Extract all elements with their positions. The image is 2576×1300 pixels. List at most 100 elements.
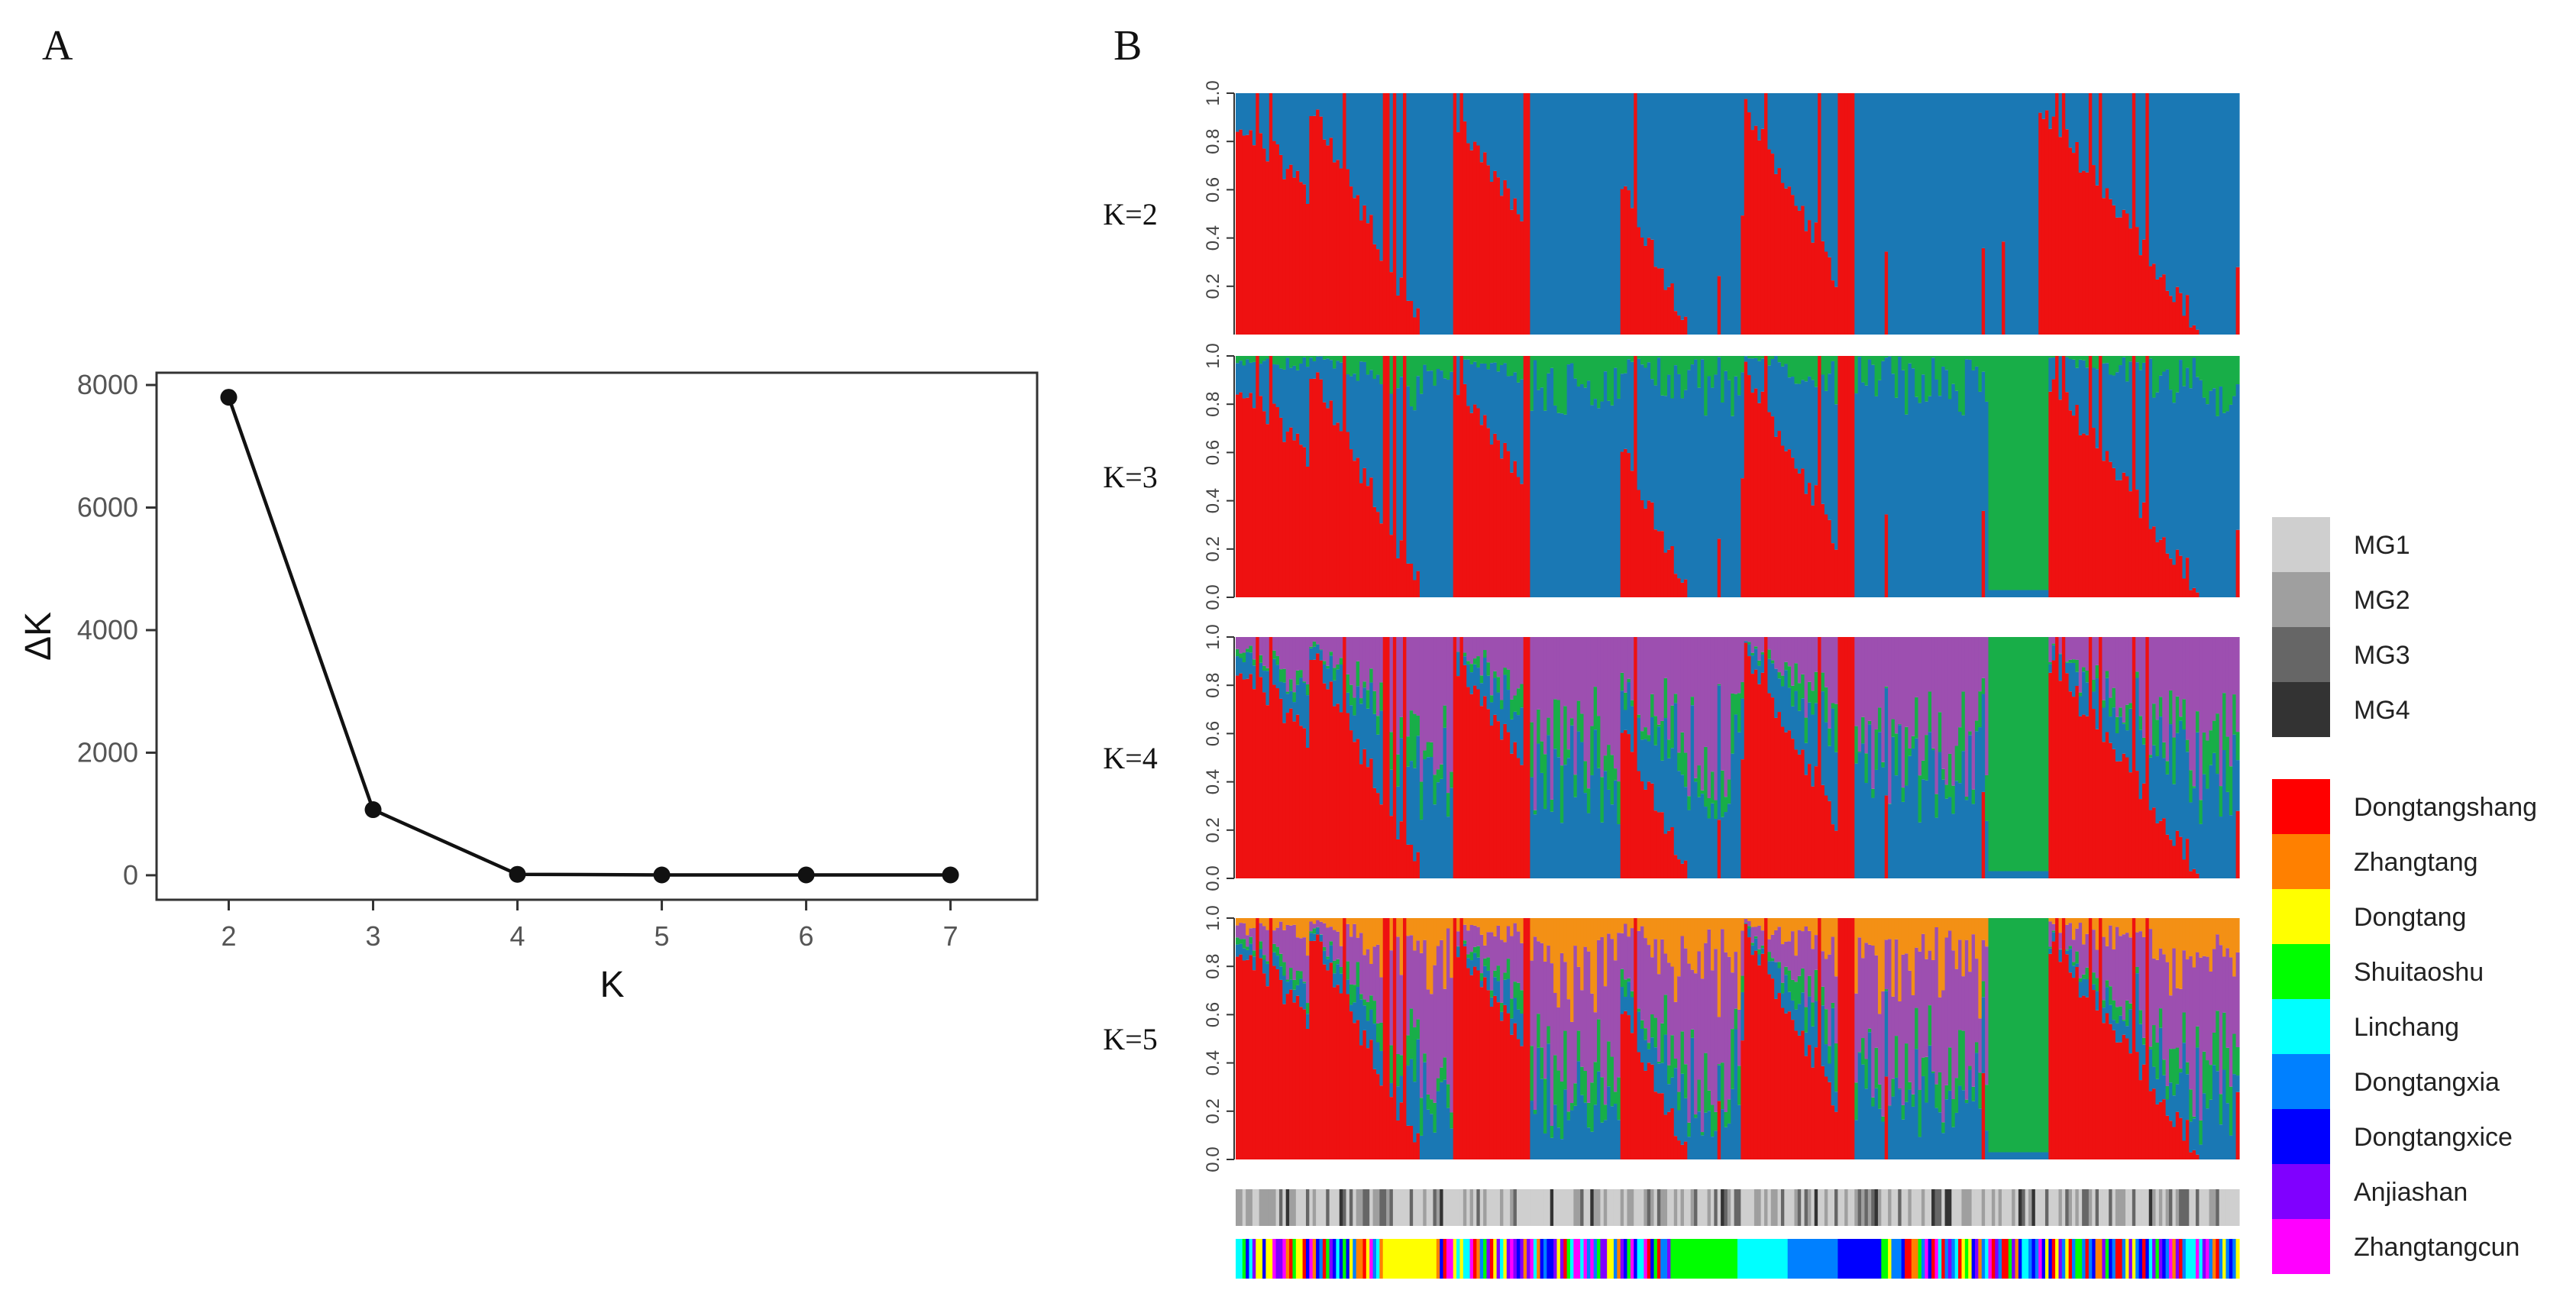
admixture-bar (1312, 918, 1317, 924)
admixture-bar (2175, 93, 2180, 287)
group-strip-cell (1694, 1189, 1698, 1226)
admixture-bar (2115, 1023, 2119, 1043)
admixture-bar (1309, 116, 1314, 335)
admixture-bar (1550, 356, 1554, 368)
admixture-bar (1947, 637, 1952, 754)
admixture-bar (1687, 810, 1692, 878)
admixture-bar (1527, 93, 1531, 335)
admixture-bar (1362, 93, 1367, 205)
admixture-bar (1828, 728, 1832, 746)
group-strip-cell (2229, 1189, 2233, 1226)
admixture-bar (1413, 1027, 1417, 1082)
admixture-bar (1757, 361, 1762, 403)
admixture-bar (1663, 396, 1668, 553)
admixture-bar (1804, 231, 1808, 335)
admixture-bar (2109, 918, 2113, 926)
admixture-bar (1884, 1076, 1889, 1159)
population-strip-cell (2216, 1239, 2220, 1279)
admixture-bar (1647, 238, 1651, 335)
admixture-bar (1396, 1054, 1401, 1087)
group-legend-label: MG4 (2354, 696, 2410, 725)
admixture-bar (1556, 757, 1561, 878)
admixture-bar (2235, 637, 2240, 732)
y-tick-label: 0 (123, 859, 138, 891)
admixture-bar (2209, 93, 2213, 335)
admixture-bar (2041, 637, 2046, 872)
admixture-bar (2115, 93, 2119, 218)
admixture-bar (1322, 93, 1327, 140)
admixture-bar (2179, 918, 2183, 989)
admixture-bar (1794, 749, 1799, 878)
population-strip-cell (2072, 1239, 2076, 1279)
admixture-bar (2141, 737, 2146, 745)
admixture-bar (2068, 147, 2073, 335)
admixture-bar (1426, 918, 1430, 990)
admixture-bar (2199, 800, 2203, 824)
admixture-bar (1406, 563, 1411, 597)
admixture-bar (2065, 661, 2070, 663)
admixture-bar (1801, 356, 1805, 380)
group-strip-cell (1847, 1189, 1852, 1226)
admixture-bar (1656, 268, 1661, 335)
admixture-bar (1430, 370, 1434, 597)
admixture-bar (2044, 918, 2049, 1153)
admixture-bar (1375, 918, 1380, 945)
admixture-bar (1947, 918, 1952, 931)
population-strip-cell (1951, 1239, 1956, 1279)
admixture-bar (1683, 918, 1688, 949)
admixture-bar (1630, 1033, 1634, 1159)
admixture-bar (1333, 987, 1336, 1159)
population-strip-cell (2055, 1239, 2060, 1279)
admixture-bar (1707, 818, 1711, 878)
admixture-bar (1653, 810, 1658, 878)
population-strip-cell (1409, 1239, 1414, 1279)
admixture-bar (1496, 356, 1501, 372)
admixture-bar (1677, 771, 1682, 860)
admixture-bar (1430, 742, 1434, 758)
admixture-bar (1493, 170, 1498, 335)
admixture-bar (1881, 356, 1886, 361)
group-strip-cell (2196, 1189, 2200, 1226)
admixture-bar (2162, 1059, 2167, 1075)
admixture-bar (1366, 93, 1370, 224)
admixture-bar (1600, 822, 1605, 878)
admixture-bar (2232, 356, 2237, 396)
admixture-bar (1339, 168, 1343, 335)
admixture-bar (1472, 404, 1477, 597)
admixture-bar (2112, 749, 2116, 878)
population-strip-cell (1974, 1239, 1979, 1279)
admixture-bar (1874, 396, 1879, 597)
admixture-bar (1925, 1102, 1929, 1159)
admixture-bar (1600, 1077, 1605, 1123)
admixture-bar (1744, 642, 1748, 878)
admixture-bar (1898, 1089, 1902, 1159)
admixture-bar (1299, 363, 1304, 445)
population-strip-cell (1520, 1239, 1524, 1279)
admixture-bar (1637, 1008, 1641, 1012)
admixture-bar (1888, 1106, 1892, 1159)
admixture-bar (1403, 637, 1407, 878)
admixture-bar (1406, 918, 1411, 936)
admixture-bar (2128, 93, 2133, 229)
admixture-bar (2112, 375, 2116, 468)
admixture-bar (1620, 451, 1624, 597)
admixture-bar (1640, 238, 1644, 335)
admixture-bar (1550, 963, 1554, 1127)
group-strip-cell (1275, 1189, 1280, 1226)
admixture-bar (1660, 268, 1665, 335)
admixture-bar (1757, 660, 1762, 666)
admixture-bar (1382, 637, 1387, 878)
admixture-bar (1737, 1066, 1741, 1105)
admixture-bar (1520, 221, 1524, 335)
admixture-bar (1828, 954, 1832, 1046)
admixture-bar (1947, 356, 1952, 399)
admixture-bar (1583, 946, 1588, 1072)
population-strip (1236, 1239, 2240, 1279)
admixture-bar (1309, 921, 1314, 932)
population-strip-cell (1369, 1239, 1374, 1279)
population-legend-swatch (2272, 1164, 2330, 1219)
admixture-bar (1627, 918, 1631, 937)
admixture-bar (1780, 993, 1785, 1008)
admixture-bar (1811, 380, 1815, 506)
admixture-bar (1333, 930, 1336, 961)
